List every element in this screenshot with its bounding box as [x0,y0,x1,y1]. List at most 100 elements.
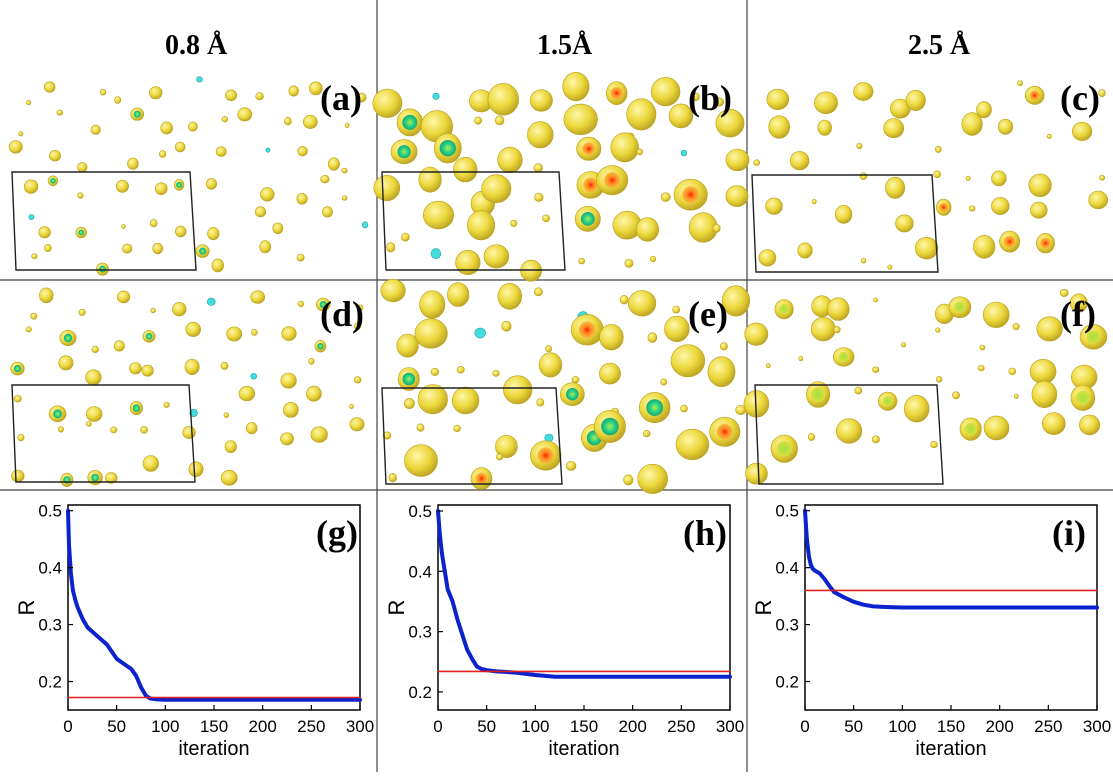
density-blob [149,219,158,228]
x-tick-label: 200 [618,717,646,736]
density-blob [362,221,369,229]
x-tick-label: 300 [346,717,374,736]
density-blob [680,404,688,413]
y-axis-label: R [384,600,409,616]
density-blob [501,320,512,332]
y-axis-label: R [751,600,776,616]
density-blob [642,430,651,438]
density-blob [272,222,284,235]
density-blob [1031,380,1058,408]
density-blob [49,150,61,162]
density-blob [565,460,577,471]
density-blob [952,391,960,400]
density-blob [599,362,621,385]
density-blob [883,118,905,139]
density-blob [417,384,448,415]
density-blob [288,85,299,97]
density-blob [753,159,761,166]
y-tick-label: 0.4 [775,559,799,578]
density-blob [619,295,629,305]
x-tick-label: 300 [1083,717,1111,736]
x-tick-label: 250 [297,717,325,736]
x-tick-label: 250 [667,717,695,736]
density-blob [811,199,817,205]
density-blob [660,378,668,386]
density-blob [77,162,88,173]
density-blob [211,258,225,273]
density-blob [453,424,461,433]
density-blob [456,366,465,374]
y-tick-label: 0.2 [38,673,62,692]
panel-label-f: (f) [1060,294,1096,334]
density-blob [712,224,721,233]
density-core [778,303,790,315]
density-blob [627,290,657,317]
density-blob [121,224,126,229]
density-blob [817,119,832,136]
density-blob [814,91,838,115]
density-core [13,365,22,373]
density-blob [373,175,401,202]
density-blob [1028,173,1052,198]
density-blob [529,89,553,112]
density-blob [341,195,348,201]
density-core [402,372,416,386]
density-blob [647,332,658,343]
x-tick-label: 200 [985,717,1013,736]
y-tick-label: 0.2 [408,683,432,702]
density-core [1003,235,1016,248]
density-blob [983,415,1010,441]
density-core [578,321,596,339]
density-blob [571,376,580,384]
density-blob [152,242,163,255]
unit-cell-outline [751,174,939,273]
density-blob [31,253,38,260]
density-blob [13,395,22,403]
density-blob [251,328,258,336]
density-blob [835,418,863,444]
y-tick-label: 0.5 [38,502,62,521]
density-core [646,399,664,416]
y-tick-label: 0.3 [408,623,432,642]
density-core [439,140,456,157]
x-tick-label: 150 [200,717,228,736]
density-blob [834,205,853,224]
unit-cell-outline [381,171,566,271]
density-core [317,343,324,350]
density-blob [503,375,533,405]
density-blob [905,89,926,111]
density-blob [1029,358,1057,384]
density-blob [77,192,84,199]
density-blob [768,115,791,139]
density-blob [637,463,669,494]
density-blob [23,179,39,194]
x-tick-label: 300 [716,717,744,736]
r-factor-curve [436,509,732,679]
density-core [402,114,418,130]
density-blob [930,441,938,449]
density-core [537,447,554,464]
density-blob [1017,80,1023,87]
density-blob [223,412,230,419]
density-blob [356,92,367,103]
density-blob [115,179,129,193]
density-core [582,142,596,156]
x-tick-label: 200 [248,717,276,736]
density-blob [220,361,229,370]
unit-cell-outline [754,384,944,485]
density-core [145,333,153,340]
x-tick-label: 100 [521,717,549,736]
density-blob [668,103,694,129]
density-blob [225,89,238,102]
density-blob [320,175,330,184]
density-blob [542,214,550,223]
density-blob [182,426,196,439]
density-blob [284,116,292,126]
density-blob [154,182,168,195]
density-blob [344,122,350,128]
density-blob [150,307,156,314]
density-blob [789,151,810,171]
density-blob [481,174,512,203]
density-blob [250,373,257,380]
density-blob [664,315,690,343]
